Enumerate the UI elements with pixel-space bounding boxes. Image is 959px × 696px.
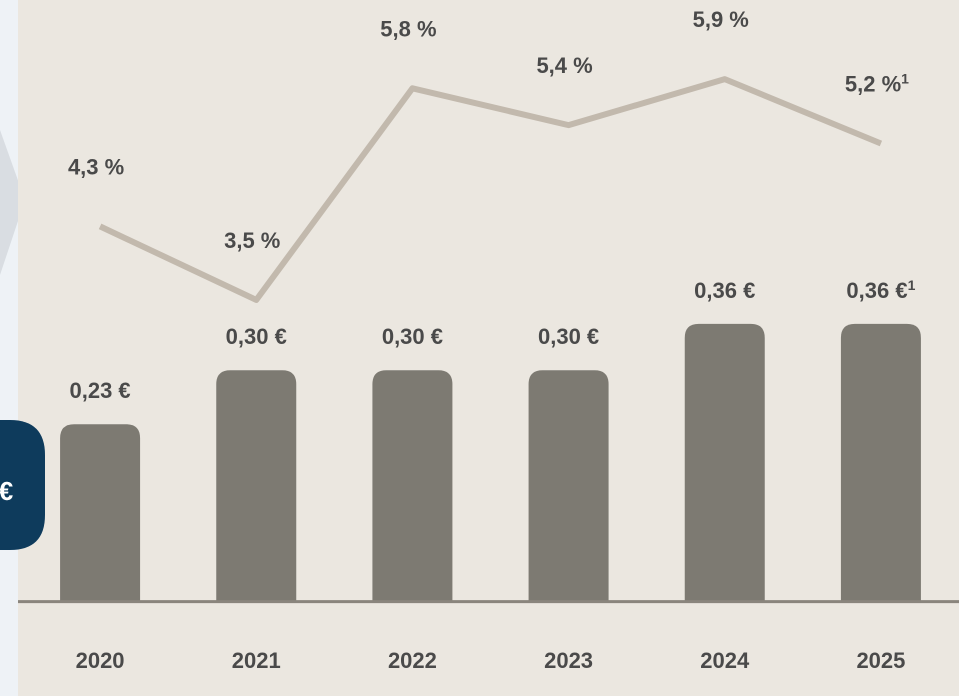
line-value-label: 4,3 %: [68, 154, 124, 179]
bar-value-label: 0,36 €1: [846, 277, 915, 303]
bar: [372, 370, 453, 602]
chart-panel: [18, 0, 959, 696]
line-value-label-main: 5,9 %: [693, 7, 749, 32]
chevron: [0, 130, 25, 275]
bar: [684, 323, 765, 602]
bar: [216, 370, 297, 602]
bar-value-label: 0,23 €: [69, 378, 130, 403]
line-value-label-main: 4,3 %: [68, 154, 124, 179]
bar: [60, 424, 141, 602]
bar-value-label-main: 0,23 €: [69, 378, 130, 403]
bar-value-label-main: 0,30 €: [226, 324, 287, 349]
bar-value-label: 0,30 €: [226, 324, 287, 349]
bar: [840, 323, 921, 602]
x-tick-label: 2024: [700, 648, 750, 673]
line-value-label-main: 5,4 %: [536, 53, 592, 78]
line-value-label-main: 5,2 %: [845, 72, 901, 97]
line-value-label: 5,9 %: [693, 7, 749, 32]
x-tick-label: 2020: [76, 648, 125, 673]
line-value-label: 3,5 %: [224, 228, 280, 253]
line-value-label-main: 3,5 %: [224, 228, 280, 253]
x-tick-label: 2021: [232, 648, 281, 673]
line: [98, 76, 883, 303]
line-value-label: 5,2 %1: [845, 71, 909, 97]
side-badge: [0, 420, 45, 550]
bar-value-label-main: 0,30 €: [382, 324, 443, 349]
line-value-label: 5,8 %: [380, 16, 436, 41]
bar-value-label: 0,30 €: [382, 324, 443, 349]
bar-value-label: 0,30 €: [538, 324, 599, 349]
line-value-label-main: 5,8 %: [380, 16, 436, 41]
bar-value-label: 0,36 €: [694, 278, 755, 303]
bar: [528, 370, 609, 602]
footnote-mark: 1: [908, 277, 916, 293]
x-tick-label: 2023: [544, 648, 593, 673]
side-badge-text: €: [0, 476, 13, 506]
line-value-label: 5,4 %: [536, 53, 592, 78]
x-tick-label: 2022: [388, 648, 437, 673]
x-tick-label: 2025: [856, 648, 905, 673]
bar-value-label-main: 0,30 €: [538, 324, 599, 349]
bar-value-label-main: 0,36 €: [694, 278, 755, 303]
footnote-mark: 1: [901, 71, 909, 87]
bar-value-label-main: 0,36 €: [846, 278, 907, 303]
